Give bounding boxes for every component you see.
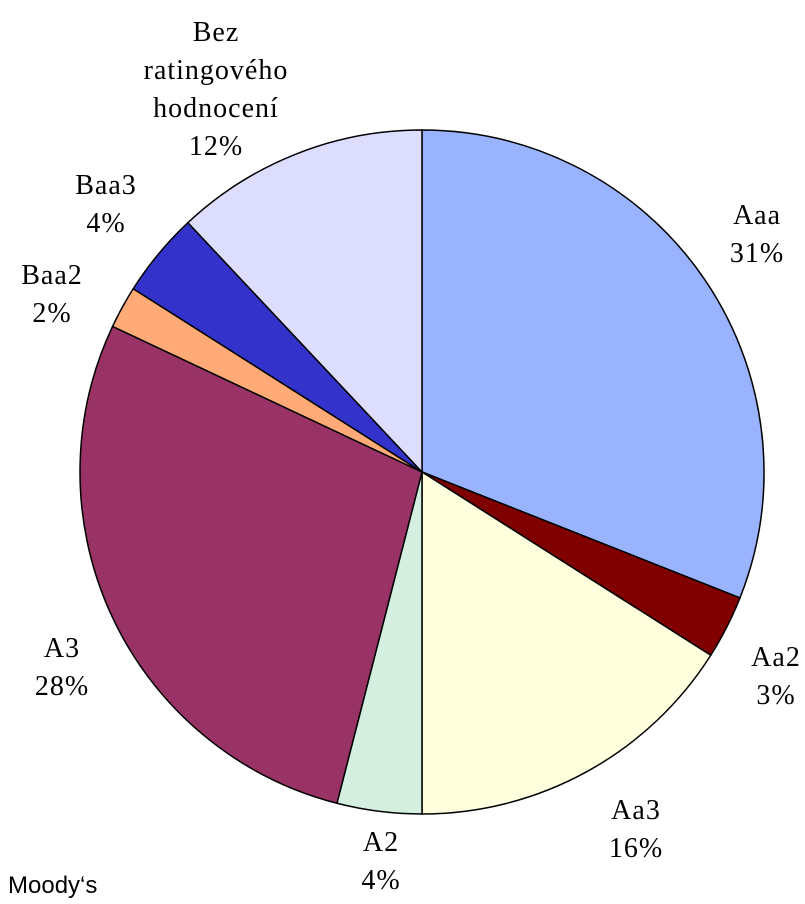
category-label: Bez ratingového hodnocení [143, 17, 289, 124]
category-label: Aa3 [611, 795, 661, 826]
value-label: 16% [608, 833, 664, 864]
chart-title: Moody‘s [8, 872, 98, 899]
slice-label: Bez ratingového hodnocení 12% [121, 14, 311, 166]
pie-slice [421, 470, 712, 815]
category-label: Baa2 [21, 260, 83, 291]
pie-slice [79, 325, 423, 805]
value-label: 2% [32, 298, 72, 329]
slice-label: A2 4% [361, 824, 400, 900]
category-label: Aaa [732, 200, 782, 231]
pie-slice [186, 129, 423, 474]
value-label: 12% [188, 131, 244, 162]
value-label: 4% [86, 208, 126, 239]
category-label: A3 [43, 633, 81, 664]
slice-label: Baa2 2% [21, 257, 83, 333]
value-label: 3% [756, 680, 796, 711]
category-label: Aa2 [751, 642, 801, 673]
slice-label: Aaa 31% [730, 197, 784, 273]
value-label: 4% [361, 865, 401, 896]
slice-label: A3 28% [35, 630, 89, 706]
slice-label: Aa2 3% [751, 639, 801, 715]
slice-label: Aa3 16% [609, 792, 663, 868]
value-label: 31% [729, 238, 785, 269]
slice-label: Baa3 4% [75, 167, 137, 243]
value-label: 28% [34, 671, 90, 702]
category-label: A2 [362, 827, 400, 858]
pie-slice [421, 129, 765, 599]
category-label: Baa3 [75, 170, 137, 201]
